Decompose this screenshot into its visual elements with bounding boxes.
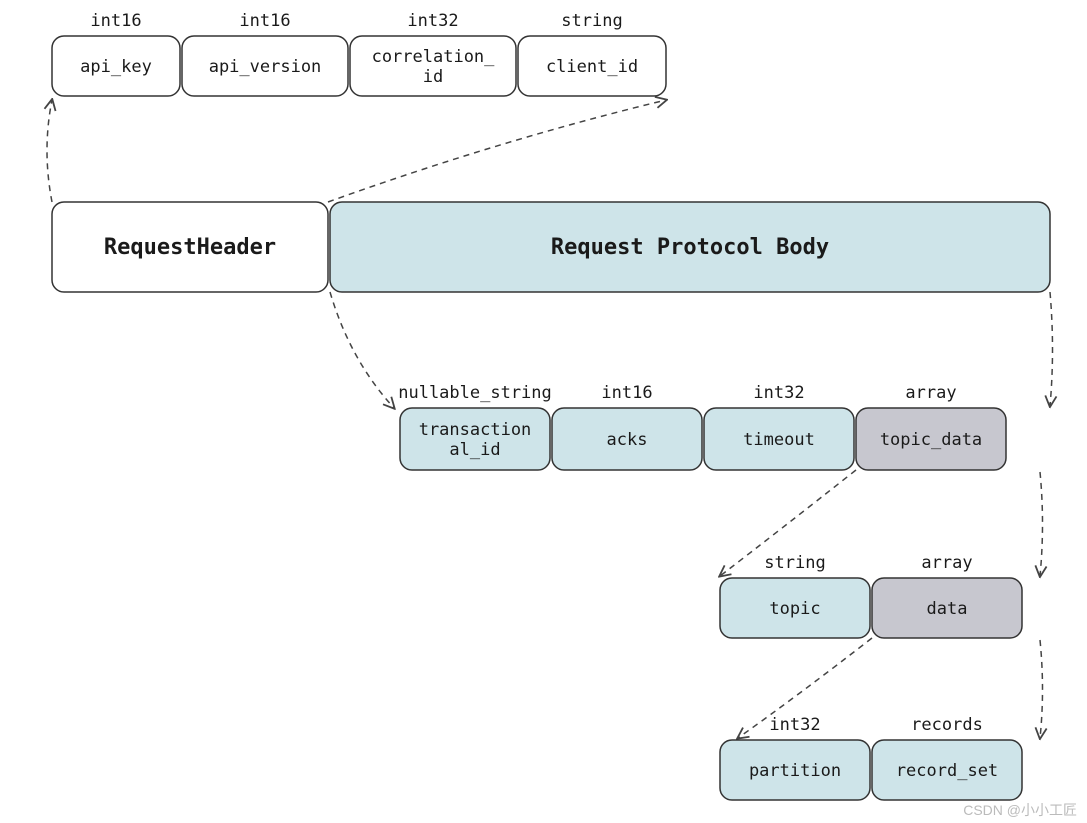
label-data: data	[927, 599, 968, 619]
label-api_version: api_version	[209, 57, 322, 77]
label-acks: acks	[607, 430, 648, 450]
node-request_header: RequestHeader	[52, 202, 328, 292]
label-transactional_id-l1: al_id	[449, 440, 500, 460]
label-correlation_id-l1: id	[423, 67, 443, 87]
label-topic_data: topic_data	[880, 430, 982, 450]
type-label-api_key: int16	[90, 11, 141, 31]
type-label-acks: int16	[601, 383, 652, 403]
type-label-topic: string	[764, 553, 825, 573]
type-label-timeout: int32	[753, 383, 804, 403]
label-correlation_id-l0: correlation_	[372, 47, 496, 67]
label-api_key: api_key	[80, 57, 152, 77]
label-timeout: timeout	[743, 430, 815, 450]
label-topic: topic	[769, 599, 820, 619]
node-transactional_id: nullable_string transactional_id	[398, 383, 552, 470]
type-label-data: array	[921, 553, 972, 573]
watermark: CSDN @小小工匠	[963, 802, 1077, 818]
label-transactional_id-l0: transaction	[419, 420, 532, 440]
label-partition: partition	[749, 761, 841, 781]
type-label-transactional_id: nullable_string	[398, 383, 552, 403]
label-request_header: RequestHeader	[104, 235, 276, 260]
type-label-api_version: int16	[239, 11, 290, 31]
label-request_body: Request Protocol Body	[551, 235, 829, 260]
label-record_set: record_set	[896, 761, 998, 781]
type-label-partition: int32	[769, 715, 820, 735]
type-label-client_id: string	[561, 11, 622, 31]
node-request_body: Request Protocol Body	[330, 202, 1050, 292]
type-label-correlation_id: int32	[407, 11, 458, 31]
type-label-topic_data: array	[905, 383, 956, 403]
label-client_id: client_id	[546, 57, 638, 77]
type-label-record_set: records	[911, 715, 983, 735]
